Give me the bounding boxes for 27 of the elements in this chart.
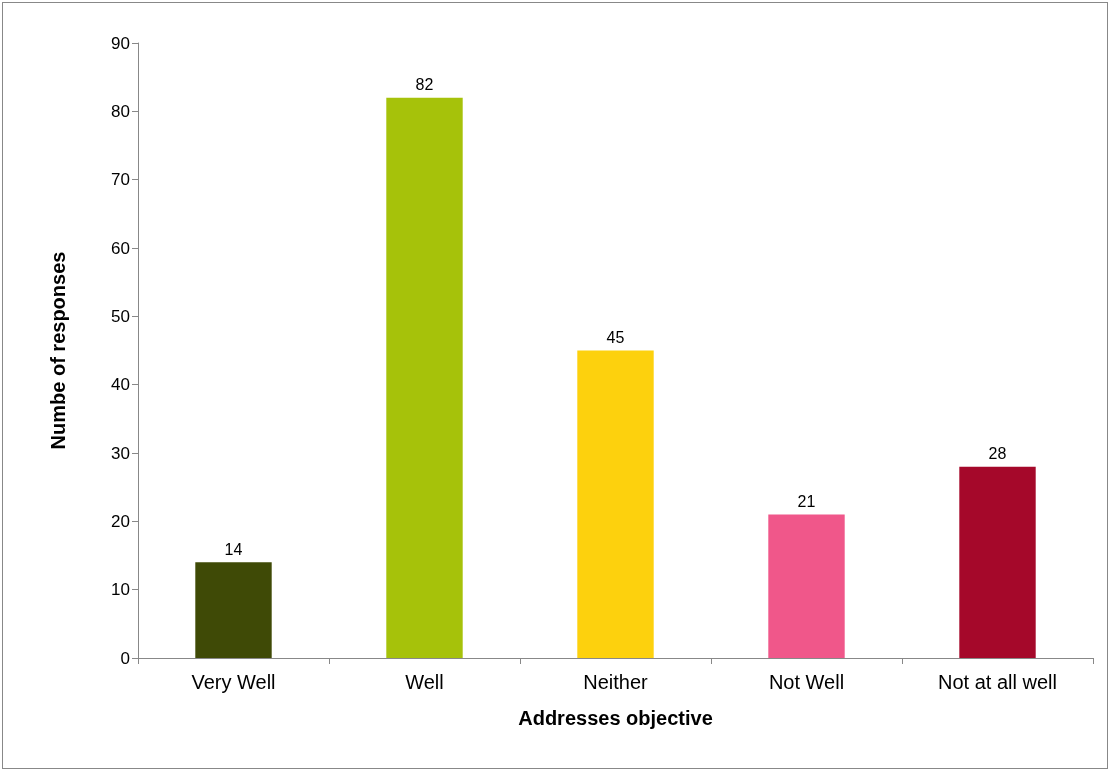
x-tick-label: Well [405,671,444,693]
y-tick-label: 80 [111,101,130,121]
y-axis-title: Numbe of responses [47,251,69,450]
y-tick-label: 60 [111,238,130,258]
data-label: 21 [797,493,816,510]
y-tick-label: 0 [120,648,130,668]
x-tick-label: Very Well [191,671,276,693]
bar [768,514,845,658]
bar [195,562,272,658]
data-label: 14 [224,540,243,558]
y-tick-label: 70 [111,170,130,190]
data-label: 28 [988,445,1007,463]
y-tick-label: 50 [111,306,130,326]
data-label: 82 [415,76,434,94]
bar [959,466,1036,658]
x-tick-label: Not at all well [938,671,1057,693]
x-tick-label: Neither [583,671,649,693]
y-tick-label: 40 [111,375,130,395]
x-tick-label: Not Well [768,671,845,693]
y-tick-label: 20 [111,511,130,531]
data-label: 45 [606,329,625,346]
y-tick-label: 10 [111,580,130,600]
bar [386,97,463,658]
bar [577,350,654,658]
y-tick-label: 90 [111,33,130,53]
x-axis-title: Addresses objective [518,707,713,729]
y-tick-label: 30 [111,443,130,463]
